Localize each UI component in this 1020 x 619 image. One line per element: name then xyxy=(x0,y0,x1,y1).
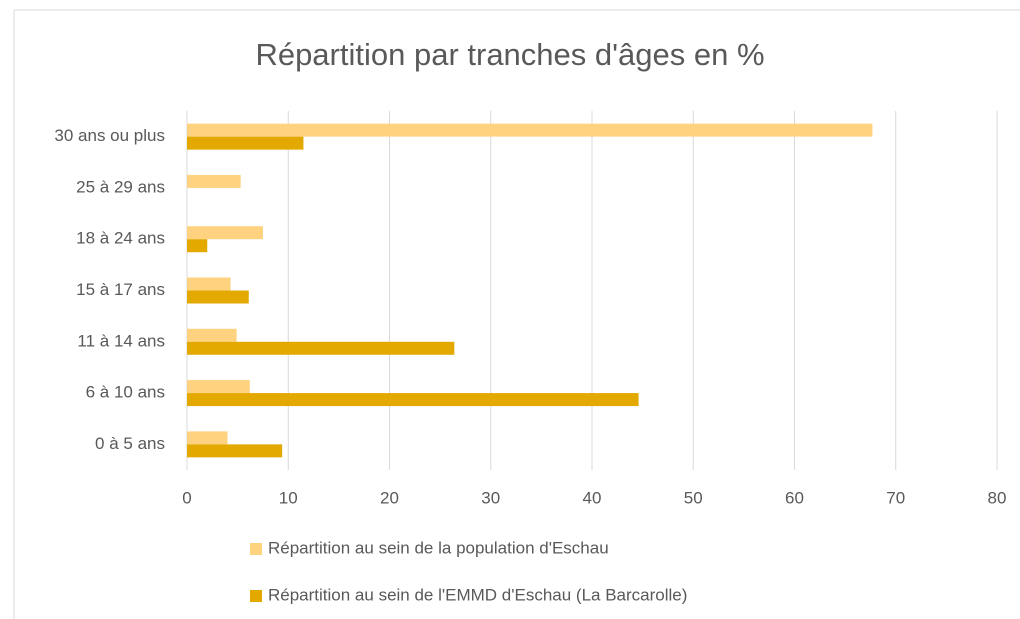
bar xyxy=(187,239,208,253)
bar xyxy=(187,328,237,342)
y-tick-label: 30 ans ou plus xyxy=(54,126,165,145)
y-tick-label: 25 à 29 ans xyxy=(76,177,165,196)
legend-label: Répartition au sein de l'EMMD d'Eschau (… xyxy=(268,585,687,604)
chart-title: Répartition par tranches d'âges en % xyxy=(255,37,764,72)
x-tick-label: 0 xyxy=(182,488,191,507)
x-tick-label: 40 xyxy=(583,488,602,507)
y-tick-label: 15 à 17 ans xyxy=(76,280,165,299)
legend-swatch xyxy=(250,590,262,602)
y-tick-label: 11 à 14 ans xyxy=(77,331,165,350)
y-tick-label: 6 à 10 ans xyxy=(86,383,165,402)
bar xyxy=(187,290,249,304)
x-tick-label: 60 xyxy=(785,488,804,507)
bar xyxy=(187,341,455,355)
x-tick-label: 80 xyxy=(988,488,1007,507)
y-tick-label: 18 à 24 ans xyxy=(76,229,165,248)
y-tick-label: 0 à 5 ans xyxy=(95,434,165,453)
bar xyxy=(187,431,228,445)
bar xyxy=(187,380,250,394)
bar xyxy=(187,136,304,150)
legend-label: Répartition au sein de la population d'E… xyxy=(268,538,609,557)
x-tick-label: 20 xyxy=(380,488,399,507)
x-tick-label: 70 xyxy=(886,488,905,507)
x-tick-label: 30 xyxy=(481,488,500,507)
x-tick-label: 10 xyxy=(279,488,298,507)
bar xyxy=(187,444,283,458)
legend-swatch xyxy=(250,543,262,555)
bar xyxy=(187,277,231,291)
bar xyxy=(187,123,873,137)
x-tick-label: 50 xyxy=(684,488,703,507)
bar xyxy=(187,174,241,188)
bar xyxy=(187,393,639,407)
bar xyxy=(187,226,263,240)
